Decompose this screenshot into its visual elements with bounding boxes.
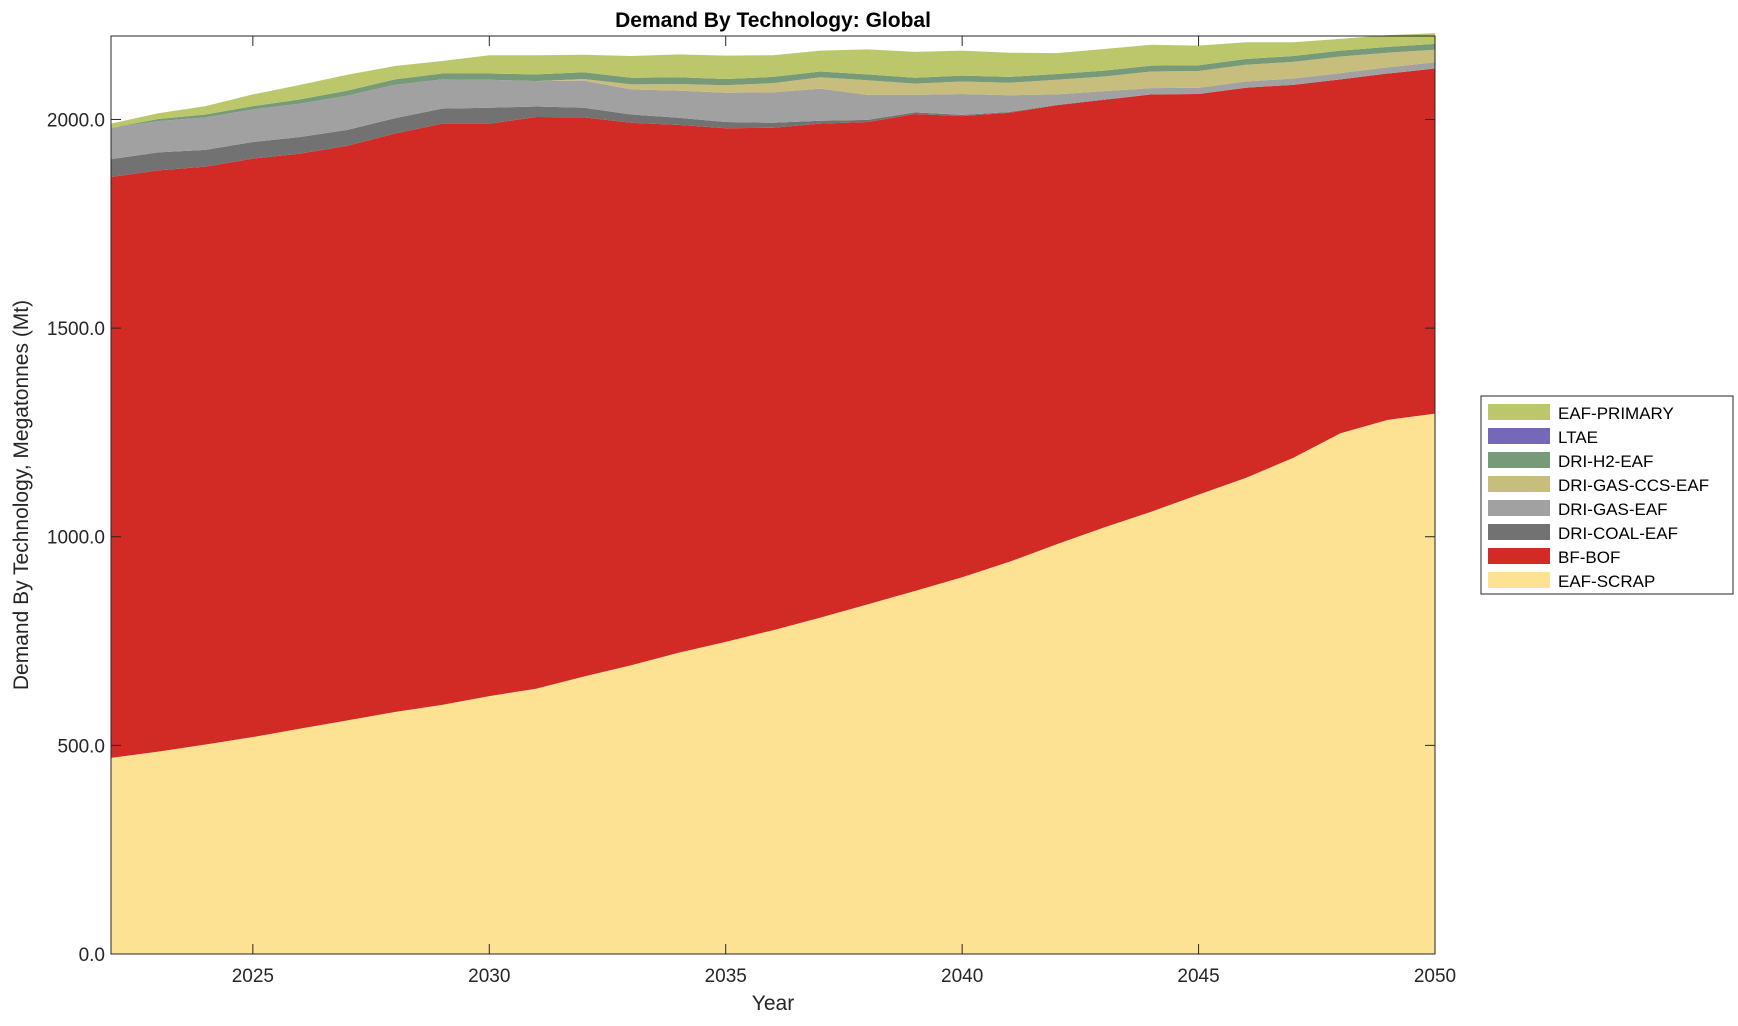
x-tick-label: 2025 <box>232 966 274 987</box>
legend-label-ltae: LTAE <box>1558 428 1598 447</box>
area-eaf-scrap <box>111 413 1435 954</box>
y-tick-label: 500.0 <box>57 736 105 757</box>
legend-swatch-dri-gas-eaf <box>1488 500 1550 516</box>
legend-swatch-ltae <box>1488 428 1550 444</box>
legend-swatch-dri-h2-eaf <box>1488 452 1550 468</box>
y-tick-label: 1000.0 <box>47 528 105 549</box>
area-bf-bof <box>111 68 1435 758</box>
legend-label-bf-bof: BF-BOF <box>1558 548 1620 567</box>
legend-label-dri-h2-eaf: DRI-H2-EAF <box>1558 452 1653 471</box>
area-eaf-primary <box>111 33 1435 128</box>
legend-swatch-dri-gas-ccs-eaf <box>1488 476 1550 492</box>
y-tick-label: 2000.0 <box>47 110 105 131</box>
y-axis-label: Demand By Technology, Megatonnes (Mt) <box>10 300 33 690</box>
x-tick-label: 2050 <box>1414 966 1456 987</box>
legend-label-dri-coal-eaf: DRI-COAL-EAF <box>1558 524 1678 543</box>
x-tick-label: 2035 <box>705 966 747 987</box>
x-axis: 2025 2030 2035 2040 2045 2050 <box>232 36 1456 987</box>
x-tick-label: 2030 <box>468 966 510 987</box>
area-dri-coal-eaf <box>111 68 1435 178</box>
legend-swatch-eaf-scrap <box>1488 572 1550 588</box>
legend-swatch-eaf-primary <box>1488 404 1550 420</box>
legend-label-eaf-scrap: EAF-SCRAP <box>1558 572 1655 591</box>
y-tick-label: 0.0 <box>79 945 105 966</box>
y-tick-label: 1500.0 <box>47 319 105 340</box>
legend-label-eaf-primary: EAF-PRIMARY <box>1558 404 1674 423</box>
area-dri-gas-eaf <box>111 62 1435 160</box>
chart-title: Demand By Technology: Global <box>615 9 931 32</box>
legend-swatch-bf-bof <box>1488 548 1550 564</box>
x-tick-label: 2045 <box>1177 966 1219 987</box>
area-dri-gas-ccs-eaf <box>111 49 1435 128</box>
area-layers <box>111 33 1435 954</box>
y-axis: 0.0 500.0 1000.0 1500.0 2000.0 <box>47 110 1435 966</box>
legend-swatch-dri-coal-eaf <box>1488 524 1550 540</box>
legend-label-dri-gas-eaf: DRI-GAS-EAF <box>1558 500 1668 519</box>
legend: EAF-PRIMARY LTAE DRI-H2-EAF DRI-GAS-CCS-EAF… <box>1480 395 1734 595</box>
area-dri-h2-eaf <box>111 43 1435 128</box>
x-axis-label: Year <box>752 992 794 1015</box>
plot-frame <box>110 35 1436 955</box>
x-tick-label: 2040 <box>941 966 983 987</box>
legend-label-dri-gas-ccs-eaf: DRI-GAS-CCS-EAF <box>1558 476 1709 495</box>
